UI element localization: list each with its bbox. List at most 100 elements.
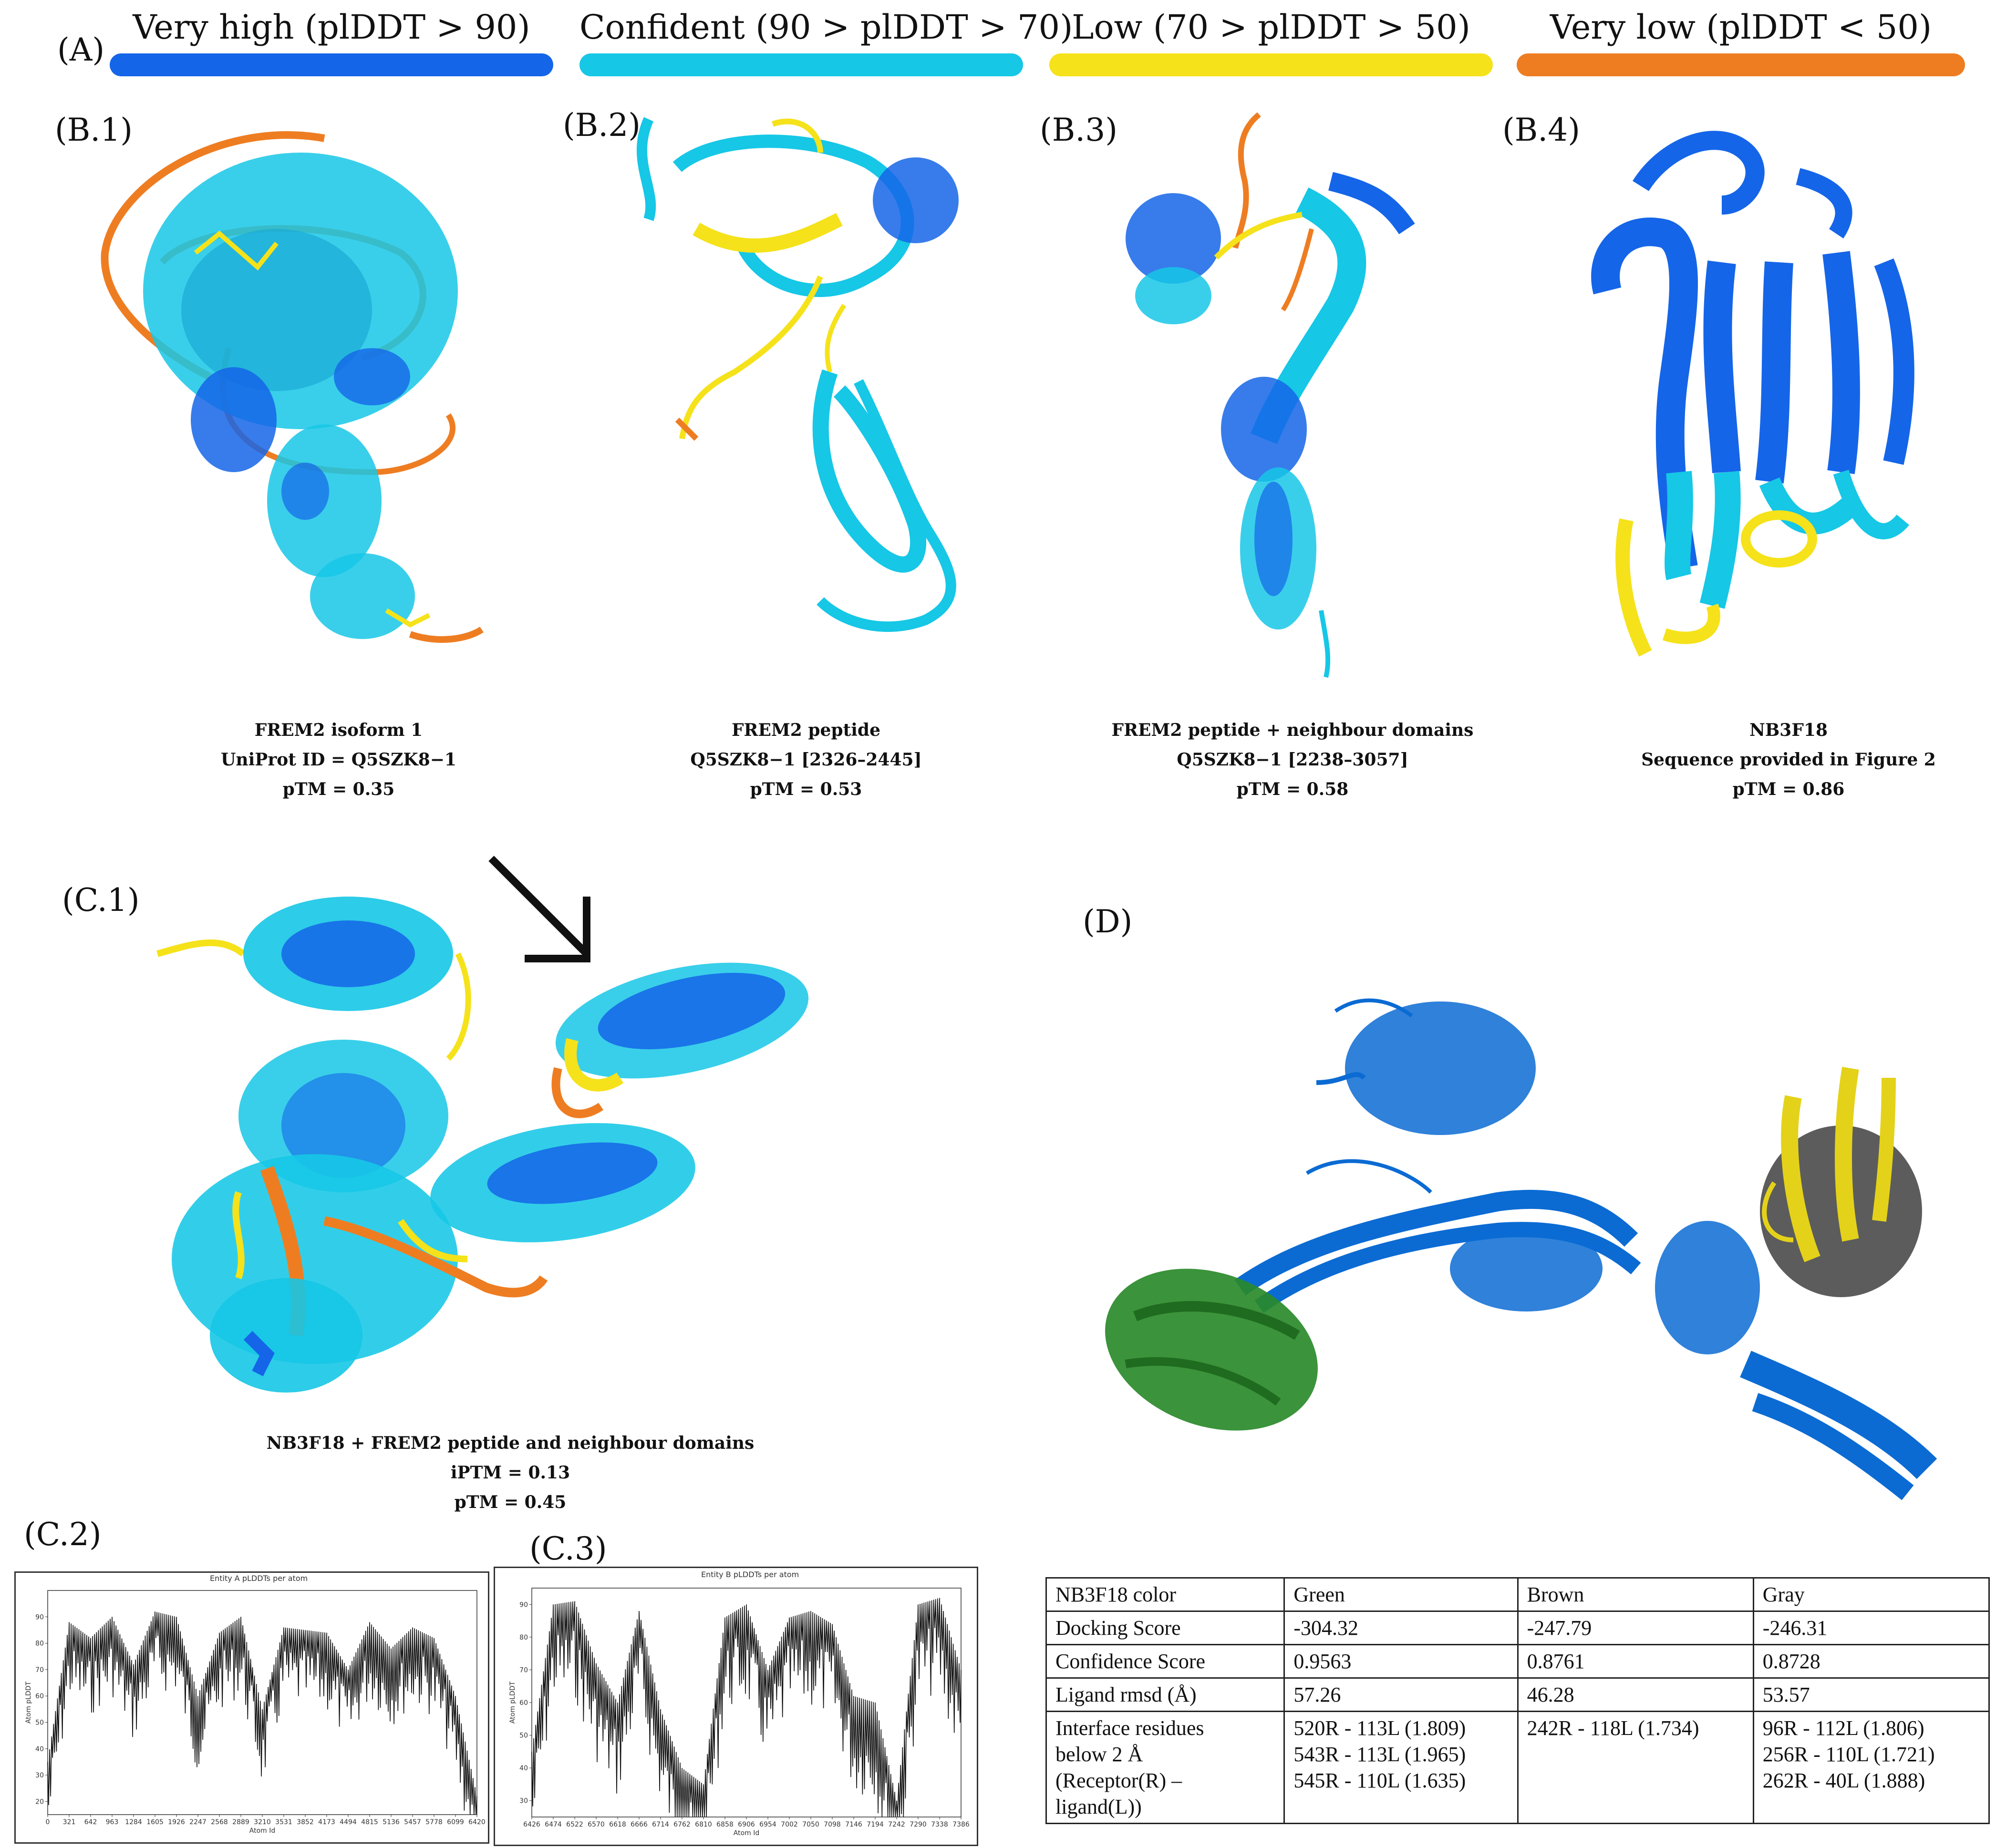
table-cell: Ligand rmsd (Å) xyxy=(1045,1677,1285,1712)
docking-results-table: NB3F18 color Green Brown Gray Docking Sc… xyxy=(1045,1577,1990,1824)
y-tick-label: 90 xyxy=(35,1613,44,1621)
x-tick-label: 7242 xyxy=(888,1821,905,1828)
y-tick-label: 30 xyxy=(35,1772,44,1779)
table-header-cell: Green xyxy=(1283,1577,1519,1612)
table-cell: Docking Score xyxy=(1045,1611,1285,1645)
x-axis-label: Atom Id xyxy=(734,1829,760,1837)
table-cell: 0.8761 xyxy=(1517,1644,1754,1679)
legend-label-confident: Confident (90 > plDDT > 70) xyxy=(579,8,1073,47)
x-tick-label: 6099 xyxy=(447,1818,464,1826)
structure-b1-frem2-isoform xyxy=(101,131,484,643)
x-tick-label: 7002 xyxy=(781,1821,798,1828)
y-tick-label: 20 xyxy=(35,1798,44,1806)
x-tick-label: 5778 xyxy=(425,1818,443,1826)
plot-c2-pLDDT-chart: 0 321 642 963 1284 1605 1926 2247 2568 2889 3210 35… xyxy=(25,1590,486,1835)
y-tick-label: 70 xyxy=(35,1666,44,1674)
structure-d-docking xyxy=(1105,998,1937,1500)
panel-label-b4: (B.4) xyxy=(1502,112,1580,148)
table-cell: 57.26 xyxy=(1283,1677,1519,1712)
x-tick-label: 3852 xyxy=(297,1818,314,1826)
x-tick-label: 7338 xyxy=(931,1821,948,1828)
x-tick-label: 7386 xyxy=(952,1821,970,1828)
plddt-series-line xyxy=(531,1598,962,1817)
interface-residue: 256R - 110L (1.721) xyxy=(1762,1743,1935,1766)
legend-bar-low xyxy=(1049,53,1493,76)
panel-label-d: (D) xyxy=(1083,903,1133,940)
x-tick-label: 1284 xyxy=(125,1818,142,1826)
caption-b3: FREM2 peptide + neighbour domains Q5SZK8… xyxy=(1083,715,1502,804)
caption-b4: NB3F18 Sequence provided in Figure 2 pTM… xyxy=(1593,715,1984,804)
x-tick-label: 5136 xyxy=(383,1818,400,1826)
structure-b2-frem2-peptide xyxy=(636,117,959,632)
structure-c1-complex xyxy=(156,856,809,1393)
x-tick-label: 2889 xyxy=(232,1818,249,1826)
x-tick-label: 0 xyxy=(46,1818,50,1826)
table-cell: -246.31 xyxy=(1752,1611,1990,1645)
x-tick-label: 1605 xyxy=(146,1818,164,1826)
x-tick-label: 6570 xyxy=(588,1821,605,1828)
y-tick-label: 60 xyxy=(35,1693,44,1700)
interface-residue: 543R - 113L (1.965) xyxy=(1293,1743,1466,1766)
table-cell-interface-gray: 96R - 112L (1.806) 256R - 110L (1.721) 2… xyxy=(1752,1711,1990,1824)
caption-b1-line1: FREM2 isoform 1 xyxy=(254,720,423,740)
interface-label-line: Interface residues xyxy=(1055,1716,1204,1740)
caption-b3-line2: Q5SZK8−1 [2238–3057] xyxy=(1177,750,1408,770)
y-axis-label: Atom pLDDT xyxy=(509,1681,517,1724)
caption-b2-line3: pTM = 0.53 xyxy=(750,779,862,799)
caption-b4-line1: NB3F18 xyxy=(1749,720,1828,740)
x-tick-label: 7194 xyxy=(867,1821,884,1828)
x-tick-label: 6426 xyxy=(523,1821,540,1828)
y-tick-label: 60 xyxy=(519,1699,528,1707)
table-cell: 0.8728 xyxy=(1752,1644,1990,1679)
caption-c1-line2: iPTM = 0.13 xyxy=(450,1463,570,1483)
x-tick-label: 7146 xyxy=(845,1821,862,1828)
legend-bar-very-low xyxy=(1517,53,1965,76)
caption-b3-line1: FREM2 peptide + neighbour domains xyxy=(1111,720,1474,740)
x-tick-label: 4173 xyxy=(318,1818,335,1826)
table-cell: 46.28 xyxy=(1517,1677,1754,1712)
y-tick-label: 30 xyxy=(519,1797,528,1805)
interface-residue: 96R - 112L (1.806) xyxy=(1762,1716,1924,1740)
legend-label-very-high: Very high (plDDT > 90) xyxy=(133,8,530,47)
caption-b4-line3: pTM = 0.86 xyxy=(1732,779,1845,799)
caption-b4-line2: Sequence provided in Figure 2 xyxy=(1641,750,1936,770)
y-tick-label: 80 xyxy=(35,1640,44,1648)
x-tick-label: 4494 xyxy=(340,1818,357,1826)
x-tick-label: 6810 xyxy=(695,1821,712,1828)
panel-label-c2: (C.2) xyxy=(24,1516,102,1553)
caption-c1: NB3F18 + FREM2 peptide and neighbour dom… xyxy=(224,1428,796,1517)
plot-c3-pLDDT-chart: 6426 6474 6522 6570 6618 6666 6714 6762 6810 6858… xyxy=(509,1588,970,1837)
table-header-cell: NB3F18 color xyxy=(1045,1577,1285,1612)
table-cell: -304.32 xyxy=(1283,1611,1519,1645)
y-tick-label: 80 xyxy=(519,1634,528,1642)
panel-label-b1: (B.1) xyxy=(55,112,133,148)
panel-label-c1: (C.1) xyxy=(62,882,140,919)
x-tick-label: 6906 xyxy=(738,1821,755,1828)
interface-label-line: ligand(L)) xyxy=(1055,1795,1142,1818)
interface-label-line: below 2 Å xyxy=(1055,1743,1143,1766)
table-row: Docking Score -304.32 -247.79 -246.31 xyxy=(1045,1611,1990,1645)
x-axis-label: Atom Id xyxy=(249,1827,276,1835)
legend-label-very-low: Very low (plDDT < 50) xyxy=(1550,8,1932,47)
y-tick-label: 90 xyxy=(519,1601,528,1609)
caption-b1: FREM2 isoform 1 UniProt ID = Q5SZK8−1 pT… xyxy=(172,715,506,804)
interface-label-line: (Receptor(R) – xyxy=(1055,1769,1182,1792)
interface-residue: 545R - 110L (1.635) xyxy=(1293,1769,1466,1792)
y-tick-label: 40 xyxy=(35,1745,44,1753)
caption-b3-line3: pTM = 0.58 xyxy=(1236,779,1349,799)
plot-c3-title: Entity B pLDDTs per atom xyxy=(701,1570,799,1579)
table-row-interface: Interface residues below 2 Å (Receptor(R… xyxy=(1045,1711,1990,1824)
caption-c1-line3: pTM = 0.45 xyxy=(454,1492,567,1512)
table-row: Ligand rmsd (Å) 57.26 46.28 53.57 xyxy=(1045,1677,1990,1712)
x-tick-label: 7290 xyxy=(910,1821,927,1828)
x-tick-label: 6618 xyxy=(609,1821,626,1828)
x-tick-label: 7098 xyxy=(824,1821,841,1828)
panel-label-a: (A) xyxy=(57,31,105,68)
panel-label-c3: (C.3) xyxy=(529,1530,607,1567)
x-tick-label: 6666 xyxy=(631,1821,648,1828)
table-cell-interface-green: 520R - 113L (1.809) 543R - 113L (1.965) … xyxy=(1283,1711,1519,1824)
table-cell-interface-label: Interface residues below 2 Å (Receptor(R… xyxy=(1045,1711,1285,1824)
panel-label-b3: (B.3) xyxy=(1040,112,1117,148)
x-tick-label: 321 xyxy=(63,1818,76,1826)
interface-residue: 262R - 40L (1.888) xyxy=(1762,1769,1925,1792)
